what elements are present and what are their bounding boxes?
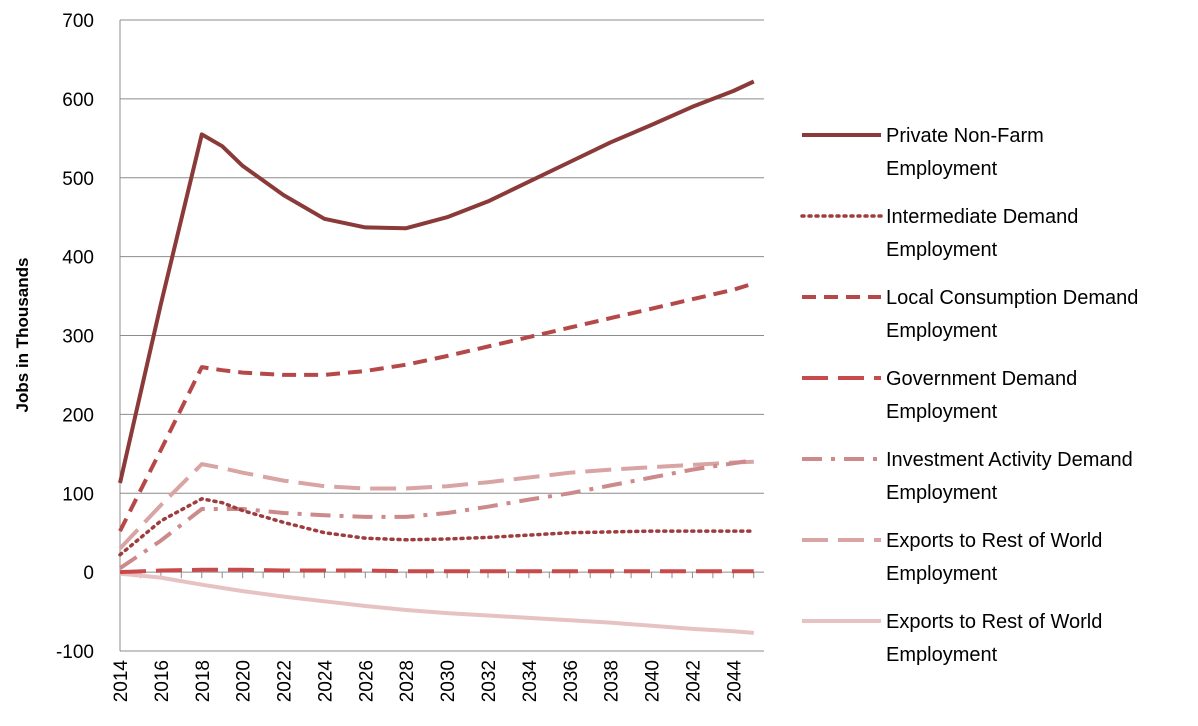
legend-label-6: Exports to Rest of World xyxy=(886,530,1102,552)
x-tick-label: 2030 xyxy=(438,660,459,702)
series-line-1 xyxy=(118,79,755,484)
y-axis-label: Jobs in Thousands xyxy=(13,258,32,413)
x-tick-label: 2036 xyxy=(561,660,582,702)
y-tick-label: 400 xyxy=(62,248,94,269)
x-tick-label: 2014 xyxy=(111,660,132,703)
legend-label-4: Government Demand xyxy=(886,368,1077,390)
legend-label-4-line2: Employment xyxy=(886,401,998,423)
y-tick-label: -100 xyxy=(56,642,94,663)
x-tick-label: 2032 xyxy=(479,660,500,702)
series-line-4 xyxy=(119,567,754,575)
y-tick-label: 500 xyxy=(62,169,94,190)
legend-label-3-line2: Employment xyxy=(886,320,998,342)
series-line-5 xyxy=(118,458,755,570)
x-tick-labels: 2014 2016 2018 2020 2022 2024 2026 2028 2030 2032… xyxy=(111,660,745,703)
x-tick-label: 2040 xyxy=(643,660,664,702)
x-tick-label: 2020 xyxy=(234,660,255,702)
x-tick-label: 2024 xyxy=(315,660,336,703)
x-tick-label: 2044 xyxy=(724,660,745,703)
series-line-2 xyxy=(118,497,756,557)
y-tick-label: 600 xyxy=(62,90,94,111)
series-line-7 xyxy=(119,571,754,635)
x-tick-label: 2018 xyxy=(193,660,214,702)
x-tick-label: 2028 xyxy=(397,660,418,702)
x-tick-label: 2026 xyxy=(356,660,377,702)
legend: Private Non-Farm Employment Intermediate D… xyxy=(800,125,1138,666)
gridlines xyxy=(120,19,764,652)
series-lines xyxy=(118,79,756,635)
y-tick-labels: -100 0 100 200 300 400 500 600 700 xyxy=(56,11,94,663)
legend-label-6-line2: Employment xyxy=(886,563,998,585)
series-line-6 xyxy=(118,459,754,550)
x-tick-label: 2034 xyxy=(520,660,541,703)
y-tick-label: 0 xyxy=(83,563,94,584)
legend-label-7-line2: Employment xyxy=(886,644,998,666)
legend-label-1-line2: Employment xyxy=(886,158,998,180)
x-tick-label: 2042 xyxy=(683,660,704,702)
legend-label-1: Private Non-Farm xyxy=(886,125,1044,147)
series-line-3 xyxy=(118,281,755,532)
y-tick-label: 200 xyxy=(62,405,94,426)
legend-label-7: Exports to Rest of World xyxy=(886,611,1102,633)
y-tick-label: 700 xyxy=(62,11,94,32)
legend-label-2: Intermediate Demand xyxy=(886,206,1078,228)
legend-label-2-line2: Employment xyxy=(886,239,998,261)
y-tick-label: 300 xyxy=(62,327,94,348)
y-tick-label: 100 xyxy=(62,484,94,505)
x-tick-label: 2022 xyxy=(275,660,296,702)
legend-label-3: Local Consumption Demand xyxy=(886,287,1138,309)
legend-label-5: Investment Activity Demand xyxy=(886,449,1133,471)
x-tick-label: 2016 xyxy=(152,660,173,702)
x-tick-label: 2038 xyxy=(602,660,623,702)
legend-label-5-line2: Employment xyxy=(886,482,998,504)
